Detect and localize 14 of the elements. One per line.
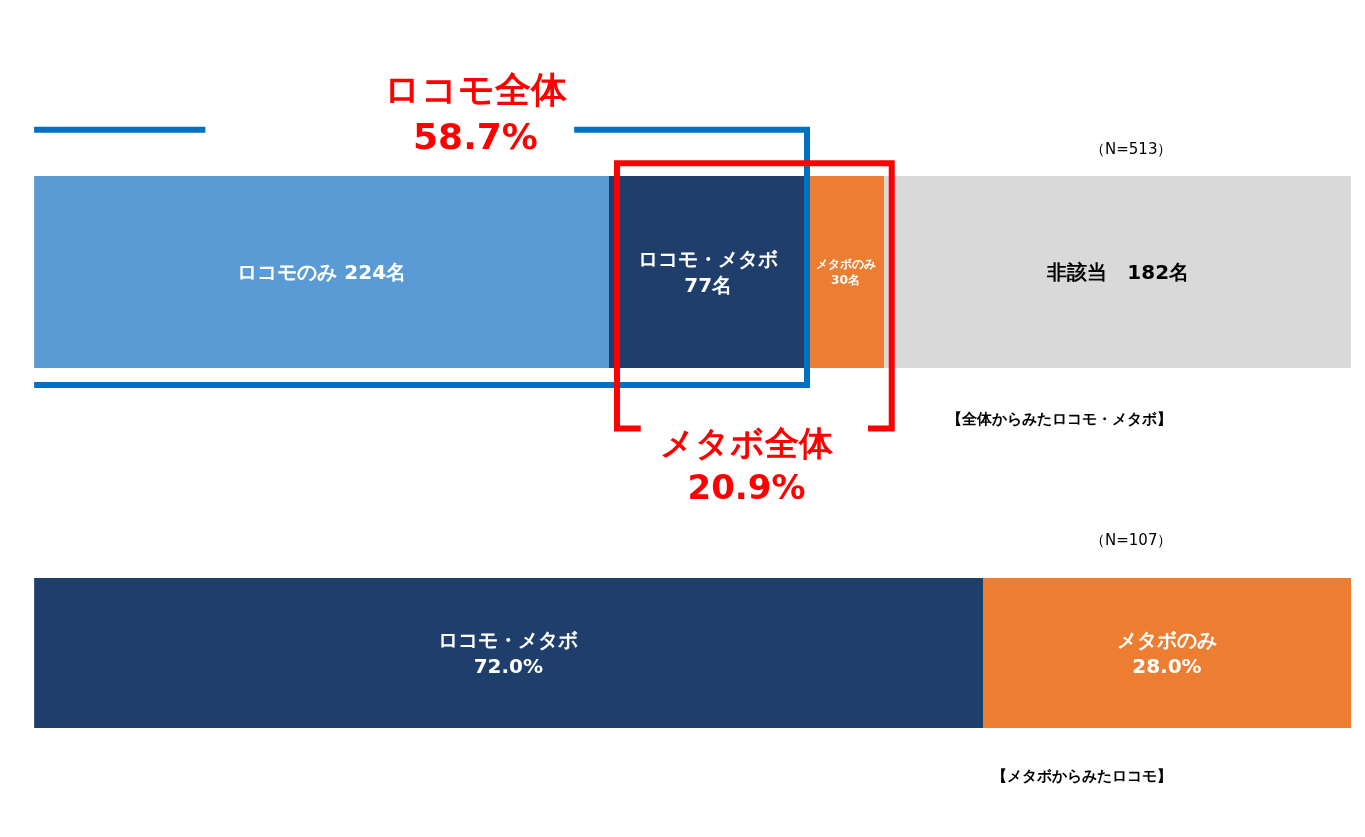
text: （N=107）	[1090, 531, 1173, 549]
text: 【全体からみたロコモ・メタボ】	[947, 410, 1172, 428]
text: 【メタボからみたロコモ】	[992, 767, 1172, 785]
bar	[34, 175, 610, 369]
data-label: ロコモ・メタボ 72.0%	[438, 627, 579, 678]
bar	[807, 175, 885, 369]
text: ロコモ全体 58.7%	[384, 69, 568, 157]
text: メタボ全体 20.9%	[660, 423, 834, 508]
data-label: ロコモのみ 224名	[237, 260, 407, 285]
data-label: 非該当 182名	[1046, 260, 1190, 285]
data-label: メタボのみ 28.0%	[1116, 627, 1217, 678]
data-label: メタボのみ 30名	[815, 257, 876, 287]
data-label: ロコモ・メタボ 77名	[638, 247, 779, 298]
text: （N=513）	[1090, 140, 1173, 158]
